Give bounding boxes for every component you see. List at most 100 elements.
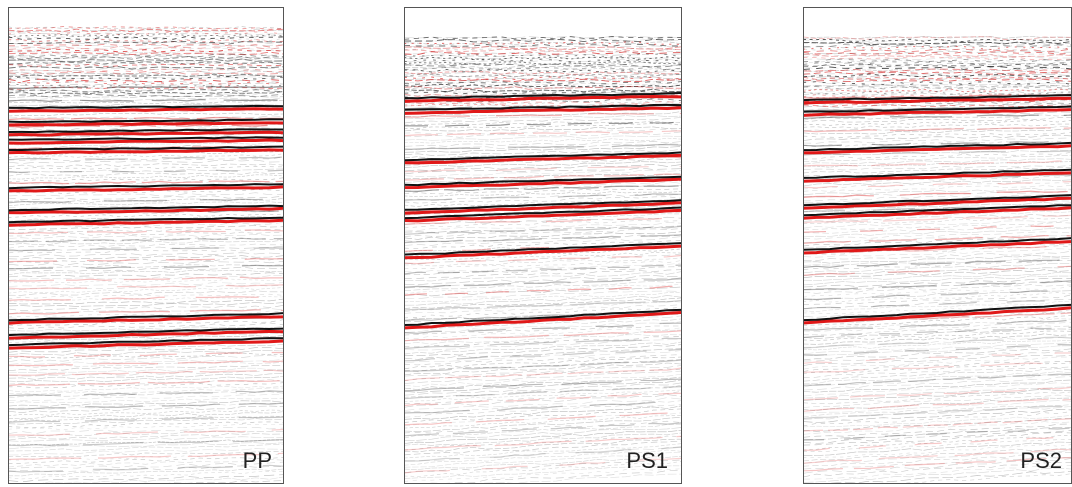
reflector	[8, 195, 283, 200]
reflector	[803, 404, 1071, 418]
reflector	[8, 49, 283, 54]
reflector	[404, 404, 681, 418]
reflector	[803, 234, 1071, 244]
reflector	[404, 242, 681, 256]
reflector	[8, 141, 283, 147]
reflector	[404, 41, 681, 46]
reflector	[803, 457, 1071, 472]
reflector	[404, 244, 681, 260]
reflector	[404, 151, 681, 162]
reflector	[803, 62, 1071, 66]
reflector	[404, 63, 681, 68]
reflector	[803, 240, 1071, 255]
reflector	[404, 244, 681, 252]
reflector	[8, 373, 283, 380]
reflector	[803, 418, 1071, 432]
reflector	[803, 452, 1071, 467]
reflector	[803, 63, 1071, 68]
reflector	[404, 391, 681, 404]
reflector	[404, 38, 681, 43]
reflector	[803, 108, 1071, 117]
reflector	[803, 294, 1071, 305]
reflector	[865, 473, 1071, 484]
reflector	[803, 275, 1071, 286]
reflector	[803, 36, 1071, 40]
reflector	[8, 93, 283, 98]
reflector	[404, 297, 681, 309]
reflector	[404, 337, 681, 350]
reflector	[803, 448, 1071, 462]
reflector	[8, 439, 283, 446]
reflector	[404, 359, 681, 372]
reflector	[404, 362, 681, 376]
reflector	[803, 366, 1071, 378]
reflector	[8, 74, 283, 77]
reflector	[404, 111, 681, 118]
reflector	[8, 298, 283, 305]
reflector	[8, 327, 283, 337]
reflector	[803, 181, 1071, 189]
reflector	[404, 131, 681, 138]
reflector	[8, 218, 283, 227]
reflector	[8, 276, 283, 282]
reflector	[404, 152, 681, 160]
reflector	[404, 338, 681, 351]
reflector	[404, 193, 681, 201]
reflector	[803, 41, 1071, 46]
reflector	[803, 248, 1071, 258]
reflector	[8, 339, 283, 350]
reflector	[803, 356, 1071, 370]
reflector	[8, 452, 283, 461]
reflector	[404, 120, 681, 126]
reflector	[8, 266, 283, 272]
pp-frame	[8, 7, 284, 484]
reflector	[8, 64, 283, 69]
reflector	[404, 327, 681, 339]
reflector	[803, 194, 1071, 207]
reflector	[8, 51, 283, 55]
reflector	[404, 397, 681, 411]
reflector	[803, 257, 1071, 266]
reflector	[404, 123, 681, 129]
panel-label: PS2	[1020, 448, 1062, 473]
reflector	[404, 143, 681, 151]
reflector	[8, 97, 283, 102]
reflector	[803, 345, 1071, 357]
reflector	[803, 140, 1071, 148]
reflector	[8, 36, 283, 40]
reflector	[404, 78, 681, 83]
reflector	[803, 214, 1071, 222]
reflector	[8, 451, 283, 458]
reflector	[404, 217, 681, 225]
reflector	[803, 187, 1071, 196]
reflector	[404, 61, 681, 65]
reflector	[803, 373, 1071, 386]
reflector	[8, 104, 283, 110]
reflector	[8, 183, 283, 190]
reflector	[8, 201, 283, 207]
reflector	[8, 130, 283, 137]
reflector	[803, 351, 1071, 362]
reflector	[404, 94, 681, 103]
reflector	[8, 308, 283, 315]
reflector	[803, 182, 1071, 190]
reflector	[8, 98, 283, 103]
reflector	[404, 83, 681, 88]
reflector	[8, 364, 283, 372]
reflector	[803, 271, 1071, 281]
reflector	[404, 435, 681, 451]
reflector	[404, 468, 681, 482]
reflector	[803, 50, 1071, 55]
reflector	[8, 246, 283, 252]
reflector	[404, 225, 681, 235]
reflector	[803, 427, 1071, 441]
reflector	[8, 350, 283, 356]
reflector	[404, 264, 681, 275]
reflector	[8, 192, 283, 197]
reflector	[803, 234, 1071, 244]
reflector	[803, 415, 1071, 428]
reflector	[404, 438, 681, 453]
reflector	[8, 329, 283, 340]
reflector	[803, 430, 1071, 444]
